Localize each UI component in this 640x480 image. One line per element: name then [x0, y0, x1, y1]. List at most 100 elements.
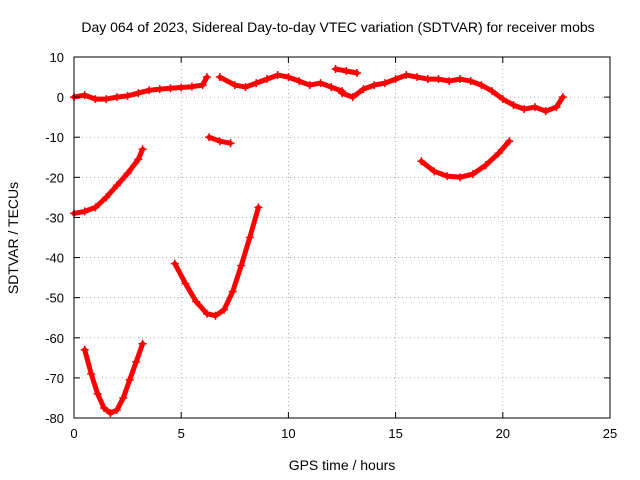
- data-point: [413, 73, 422, 82]
- grid-lines: [74, 57, 610, 418]
- plot-frame: [73, 56, 611, 419]
- data-point: [241, 83, 250, 92]
- data-point: [166, 84, 175, 93]
- data-point: [417, 157, 426, 166]
- data-point: [202, 73, 211, 82]
- data-point: [187, 82, 196, 91]
- data-point: [138, 145, 147, 154]
- data-point: [505, 137, 514, 146]
- series-arc-1: [70, 145, 147, 218]
- x-axis-label: GPS time / hours: [289, 457, 396, 473]
- data-point: [112, 405, 121, 414]
- data-point: [202, 309, 211, 318]
- data-point: [252, 79, 261, 88]
- data-point: [370, 81, 379, 90]
- data-point: [530, 103, 539, 112]
- data-point: [125, 375, 134, 384]
- data-point: [468, 170, 477, 179]
- y-tick-label: 10: [50, 50, 64, 65]
- data-point: [198, 81, 207, 90]
- data-point: [123, 169, 132, 178]
- y-tick-label: -60: [45, 331, 64, 346]
- x-tick-label: 0: [70, 426, 77, 441]
- y-tick-label: -20: [45, 170, 64, 185]
- data-point: [112, 93, 121, 102]
- x-axis-ticks: 0 5 10 15 20 25: [70, 57, 617, 441]
- data-point: [102, 95, 111, 104]
- data-point: [262, 75, 271, 84]
- series-near-zero-a: [70, 73, 211, 104]
- data-point: [509, 101, 518, 110]
- data-point: [93, 389, 102, 398]
- y-tick-label: -10: [45, 130, 64, 145]
- series-near-zero-b: [215, 71, 346, 96]
- x-tick-label: 20: [496, 426, 510, 441]
- data-point: [445, 77, 454, 86]
- data-point: [123, 91, 132, 100]
- data-point: [477, 81, 486, 90]
- x-tick-label: 15: [388, 426, 402, 441]
- data-point: [316, 79, 325, 88]
- x-tick-label: 10: [281, 426, 295, 441]
- data-point: [359, 85, 368, 94]
- series-trace: [82, 341, 146, 416]
- data-point: [327, 83, 336, 92]
- data-point: [215, 73, 224, 82]
- data-point: [102, 193, 111, 202]
- series-arc-5: [417, 137, 514, 182]
- data-point: [134, 155, 143, 164]
- data-point: [342, 67, 351, 76]
- data-point: [100, 403, 109, 412]
- data-point: [558, 93, 567, 102]
- data-point: [230, 81, 239, 90]
- y-axis-ticks: 10 0 -10 -20 -30 -40 -50 -60 -70 -80: [45, 50, 610, 426]
- data-point: [80, 345, 89, 354]
- data-point: [466, 77, 475, 86]
- data-point: [215, 137, 224, 146]
- series-arc-2: [80, 339, 147, 418]
- data-point: [181, 279, 190, 288]
- data-point: [305, 81, 314, 90]
- data-point: [91, 203, 100, 212]
- data-point: [488, 87, 497, 96]
- data-point: [119, 393, 128, 402]
- y-tick-label: -50: [45, 291, 64, 306]
- data-point: [177, 83, 186, 92]
- data-point: [211, 311, 220, 320]
- data-point: [391, 75, 400, 84]
- data-point: [220, 305, 229, 314]
- series-trace: [71, 146, 146, 216]
- data-point: [331, 65, 340, 74]
- series-arc-4: [205, 133, 235, 148]
- data-point: [481, 161, 490, 170]
- data-point: [91, 95, 100, 104]
- data-point: [348, 93, 357, 102]
- data-point: [455, 75, 464, 84]
- data-point: [541, 107, 550, 116]
- data-point: [520, 105, 529, 114]
- data-point: [423, 75, 432, 84]
- series-near-zero-c: [338, 71, 567, 116]
- data-point: [205, 133, 214, 142]
- data-point: [552, 103, 561, 112]
- data-point: [273, 71, 282, 80]
- data-point: [192, 297, 201, 306]
- data-point: [498, 95, 507, 104]
- data-point: [430, 167, 439, 176]
- series-trace: [339, 72, 566, 114]
- data-point: [80, 91, 89, 100]
- data-point: [353, 69, 362, 78]
- series-arc-3: [170, 203, 263, 320]
- x-tick-label: 25: [603, 426, 617, 441]
- data-point: [338, 89, 346, 98]
- data-point: [134, 89, 143, 98]
- data-point: [112, 181, 121, 190]
- data-point: [80, 207, 89, 216]
- data-point: [237, 261, 246, 270]
- data-point: [138, 339, 147, 348]
- series-trace: [71, 74, 210, 102]
- data-point: [434, 75, 443, 84]
- data-point: [228, 287, 237, 296]
- y-tick-label: -80: [45, 411, 64, 426]
